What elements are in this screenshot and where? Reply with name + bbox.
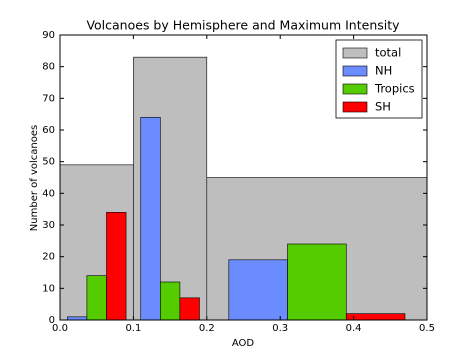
legend-swatch xyxy=(342,83,368,95)
plot-frame xyxy=(59,34,428,321)
y-tick-label: 40 xyxy=(42,188,55,199)
x-tick-label: 0.0 xyxy=(52,323,68,334)
y-tick-label: 20 xyxy=(42,252,55,263)
bar xyxy=(160,281,181,321)
bar xyxy=(345,313,406,321)
y-tick-label: 10 xyxy=(42,283,55,294)
x-tick-label: 0.5 xyxy=(419,323,435,334)
y-tick-label: 30 xyxy=(42,220,55,231)
bar xyxy=(140,117,161,321)
y-tick-label: 90 xyxy=(42,30,55,41)
legend-label: Tropics xyxy=(374,82,415,96)
legend-label: SH xyxy=(375,100,391,114)
bar xyxy=(179,297,200,321)
y-axis-label: Number of volcanoes xyxy=(29,125,40,231)
chart-title: Volcanoes by Hemisphere and Maximum Inte… xyxy=(86,18,400,33)
legend-swatch xyxy=(342,47,368,59)
bar xyxy=(228,259,288,321)
bar xyxy=(287,243,347,321)
x-tick-label: 0.4 xyxy=(346,323,362,334)
legend-label: total xyxy=(375,46,401,60)
bar xyxy=(86,275,107,321)
x-tick-label: 0.1 xyxy=(125,323,141,334)
y-tick-label: 50 xyxy=(42,157,55,168)
y-tick-label: 0 xyxy=(49,315,55,326)
x-axis-label: AOD xyxy=(232,338,255,349)
y-tick-label: 60 xyxy=(42,125,55,136)
legend-label: NH xyxy=(375,64,392,78)
bar xyxy=(106,212,127,321)
legend-swatch xyxy=(342,101,368,113)
x-tick-label: 0.3 xyxy=(272,323,288,334)
x-tick-label: 0.2 xyxy=(199,323,215,334)
legend-swatch xyxy=(342,65,368,77)
y-tick-label: 70 xyxy=(42,93,55,104)
y-tick-label: 80 xyxy=(42,62,55,73)
